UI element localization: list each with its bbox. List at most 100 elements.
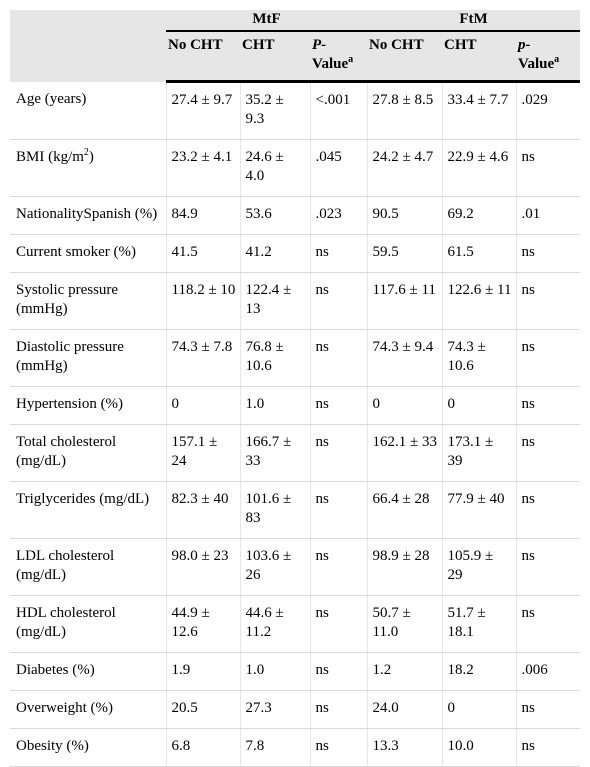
table-cell: 24.0 bbox=[367, 690, 443, 729]
table-cell: 24.6 ± 4.0 bbox=[240, 139, 311, 197]
table-cell: .029 bbox=[516, 81, 581, 140]
table-cell: 0 bbox=[442, 690, 517, 729]
row-label: Systolic pressure (mmHg) bbox=[10, 272, 167, 330]
table-cell: 0 bbox=[367, 386, 443, 425]
column-header-row: No CHT CHT P- Valuea No CHT CHT p- Valuea bbox=[10, 31, 581, 83]
table-row: Overweight (%) 20.5 27.3 ns 24.0 0 ns bbox=[10, 690, 581, 729]
table-row: Age (years) 27.4 ± 9.7 35.2 ± 9.3 <.001 27.8… bbox=[10, 81, 581, 140]
table-cell: ns bbox=[310, 595, 368, 653]
row-label-text: NationalitySpanish (%) bbox=[16, 206, 158, 222]
table-cell: ns bbox=[310, 538, 368, 596]
table-cell: 27.4 ± 9.7 bbox=[166, 81, 241, 140]
pvalue-word: Value bbox=[518, 56, 555, 72]
table-cell: 74.3 ± 10.6 bbox=[442, 329, 517, 387]
table-cell: ns bbox=[516, 690, 581, 729]
table-cell: 41.2 bbox=[240, 234, 311, 273]
table-cell: 27.8 ± 8.5 bbox=[367, 81, 443, 140]
table-cell: ns bbox=[310, 272, 368, 330]
table-row: Obesity (%) 6.8 7.8 ns 13.3 10.0 ns bbox=[10, 728, 581, 767]
table-cell: 0 bbox=[166, 386, 241, 425]
row-label-text: Diastolic pressure (mmHg) bbox=[16, 339, 124, 374]
table-cell: ns bbox=[516, 595, 581, 653]
table-cell: ns bbox=[516, 272, 581, 330]
table-cell: 13.3 bbox=[367, 728, 443, 767]
group-header-mtf: MtF bbox=[166, 10, 368, 32]
table-row: NationalitySpanish (%) 84.9 53.6.023 90.5 69… bbox=[10, 196, 581, 235]
table-cell: 22.9 ± 4.6 bbox=[442, 139, 517, 197]
column-header-ftm-pvalue: p- Valuea bbox=[516, 31, 581, 83]
table-cell: 76.8 ± 10.6 bbox=[240, 329, 311, 387]
row-label: NationalitySpanish (%) bbox=[10, 196, 167, 235]
column-header-mtf-cht: CHT bbox=[240, 31, 310, 83]
table-cell: ns bbox=[310, 481, 368, 539]
row-label: Diabetes (%) bbox=[10, 652, 167, 691]
table-row: Current smoker (%) 41.5 41.2 ns 59.5 61.5 ns bbox=[10, 234, 581, 273]
table-cell: 173.1 ± 39 bbox=[442, 424, 517, 482]
group-header-ftm: FtM bbox=[367, 10, 581, 32]
row-label: Hypertension (%) bbox=[10, 386, 167, 425]
row-label-text: Current smoker (%) bbox=[16, 244, 136, 260]
table-cell: .023 bbox=[310, 196, 368, 235]
table-cell: 103.6 ± 26 bbox=[240, 538, 311, 596]
row-label: Obesity (%) bbox=[10, 728, 167, 767]
row-label-text: Hypertension (%) bbox=[16, 396, 124, 412]
table-cell: 157.1 ± 24 bbox=[166, 424, 241, 482]
row-label-suffix: ) bbox=[88, 149, 94, 165]
row-label: HDL cholesterol (mg/dL) bbox=[10, 595, 167, 653]
table-cell: 23.2 ± 4.1 bbox=[166, 139, 241, 197]
table-cell: 20.5 bbox=[166, 690, 241, 729]
table-cell: ns bbox=[310, 234, 368, 273]
table-cell: ns bbox=[310, 329, 368, 387]
row-label-text: BMI (kg/m bbox=[16, 149, 84, 165]
table-cell: ns bbox=[310, 386, 368, 425]
table-cell: ns bbox=[516, 329, 581, 387]
table-cell: ns bbox=[516, 481, 581, 539]
table-row: Diabetes (%) 1.9 1.0 ns 1.2 18.2.006 bbox=[10, 652, 581, 691]
table-cell: 0 bbox=[442, 386, 517, 425]
column-header-ftm-cht: CHT bbox=[442, 31, 517, 83]
table-row: LDL cholesterol (mg/dL) 98.0 ± 23 103.6 ± … bbox=[10, 538, 581, 596]
column-header-mtf-no-cht: No CHT bbox=[166, 31, 240, 83]
table-cell: ns bbox=[516, 424, 581, 482]
table-cell: ns bbox=[310, 424, 368, 482]
table-cell: <.001 bbox=[310, 81, 368, 140]
table-cell: 101.6 ± 83 bbox=[240, 481, 311, 539]
row-label-text: Total cholesterol (mg/dL) bbox=[16, 434, 117, 469]
table-cell: 77.9 ± 40 bbox=[442, 481, 517, 539]
table-cell: 33.4 ± 7.7 bbox=[442, 81, 517, 140]
table-cell: 105.9 ± 29 bbox=[442, 538, 517, 596]
row-label-text: Age (years) bbox=[16, 90, 87, 107]
table-cell: 122.4 ± 13 bbox=[240, 272, 311, 330]
row-label: Current smoker (%) bbox=[10, 234, 167, 273]
table-cell: ns bbox=[516, 234, 581, 273]
table-cell: 41.5 bbox=[166, 234, 241, 273]
table-cell: 69.2 bbox=[442, 196, 517, 235]
table-cell: 35.2 ± 9.3 bbox=[240, 81, 311, 140]
table-cell: ns bbox=[516, 538, 581, 596]
table-row: Triglycerides (mg/dL) 82.3 ± 40 101.6 ± 83… bbox=[10, 481, 581, 539]
row-label: BMI (kg/m2) bbox=[10, 139, 167, 197]
table-row: Systolic pressure (mmHg) 118.2 ± 10 122.4 … bbox=[10, 272, 581, 330]
table-cell: 90.5 bbox=[367, 196, 443, 235]
table-cell: ns bbox=[516, 139, 581, 197]
results-table-container: MtF FtM No CHT CHT P- Valuea No CHT CHT p… bbox=[10, 10, 581, 767]
group-header-row: MtF FtM bbox=[10, 10, 581, 82]
table-cell: ns bbox=[310, 652, 368, 691]
table-cell: 50.7 ± 11.0 bbox=[367, 595, 443, 653]
column-header-mtf-pvalue: P- Valuea bbox=[310, 31, 368, 83]
table-cell: 27.3 bbox=[240, 690, 311, 729]
table-body: Age (years) 27.4 ± 9.7 35.2 ± 9.3 <.001 27.8… bbox=[10, 81, 581, 767]
table-row: Hypertension (%) 0 1.0 ns 0 0 ns bbox=[10, 386, 581, 425]
table-cell: 162.1 ± 33 bbox=[367, 424, 443, 482]
column-header-ftm-no-cht: No CHT bbox=[367, 31, 443, 83]
table-cell: .045 bbox=[310, 139, 368, 197]
table-cell: 84.9 bbox=[166, 196, 241, 235]
row-label-text: HDL cholesterol (mg/dL) bbox=[16, 605, 116, 640]
table-cell: 74.3 ± 7.8 bbox=[166, 329, 241, 387]
table-cell: 10.0 bbox=[442, 728, 517, 767]
results-table: MtF FtM No CHT CHT P- Valuea No CHT CHT p… bbox=[10, 10, 581, 767]
table-cell: ns bbox=[310, 690, 368, 729]
row-label-text: Diabetes (%) bbox=[16, 662, 95, 678]
table-cell: 61.5 bbox=[442, 234, 517, 273]
table-cell: ns bbox=[310, 728, 368, 767]
